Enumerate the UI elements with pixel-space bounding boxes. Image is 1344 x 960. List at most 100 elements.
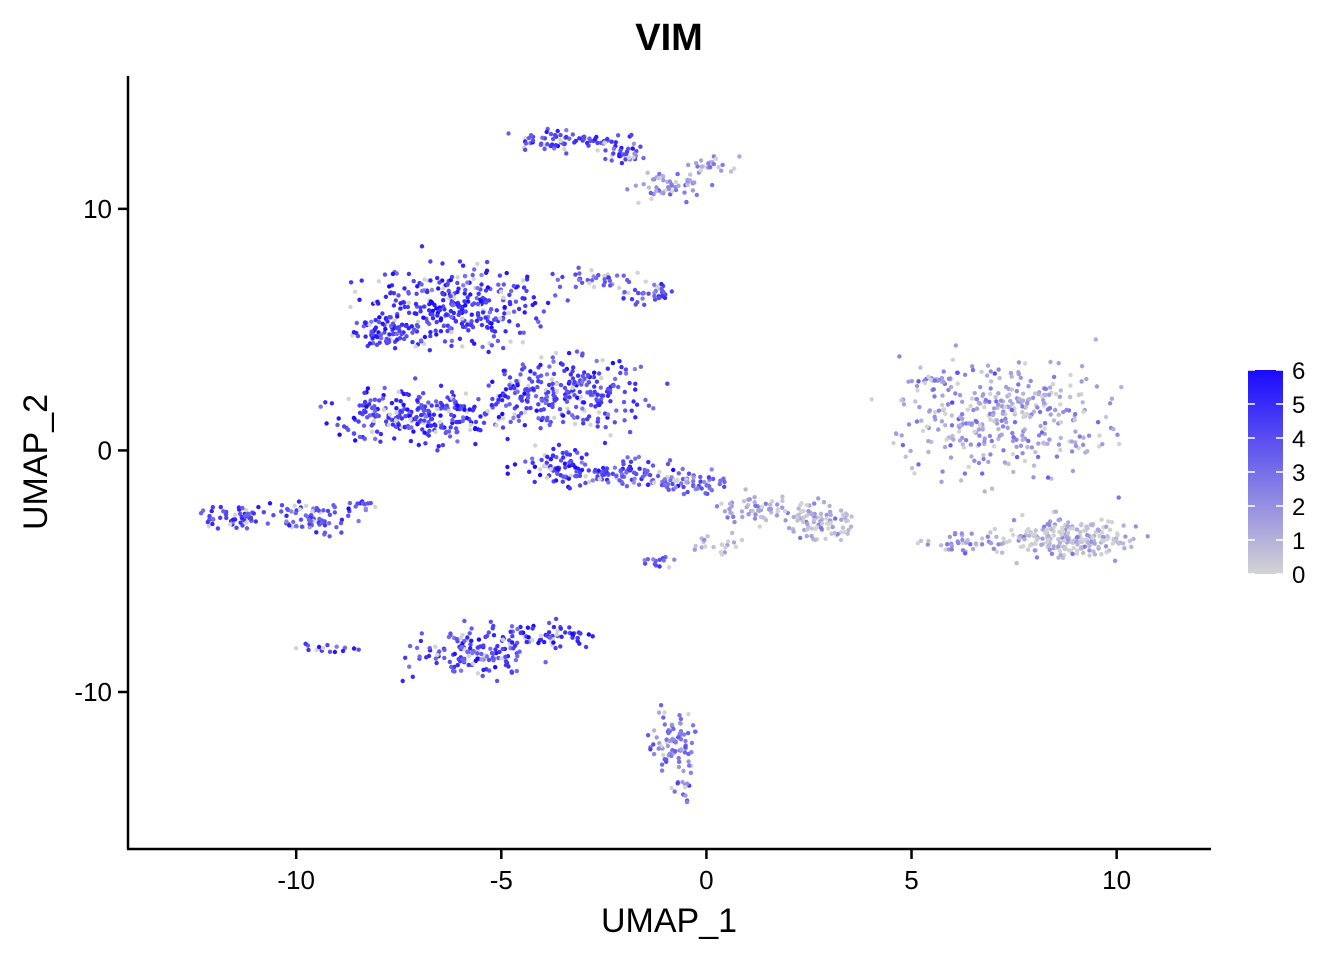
cell-point bbox=[550, 271, 555, 277]
cell-point bbox=[767, 507, 772, 512]
cell-point bbox=[503, 393, 508, 399]
cell-point bbox=[652, 293, 657, 299]
cell-point bbox=[1057, 540, 1063, 545]
cell-point bbox=[563, 630, 568, 635]
cell-point bbox=[678, 481, 684, 486]
cell-point bbox=[608, 399, 613, 404]
cell-point bbox=[586, 632, 591, 637]
cell-point bbox=[327, 512, 333, 517]
cell-point bbox=[508, 629, 513, 634]
x-tick-label: 10 bbox=[1102, 865, 1131, 895]
cell-point bbox=[585, 390, 590, 395]
cell-point bbox=[641, 182, 646, 187]
cell-point bbox=[906, 422, 912, 427]
cell-point bbox=[398, 301, 403, 306]
cell-point bbox=[608, 283, 613, 288]
cell-point bbox=[548, 456, 554, 462]
cell-point bbox=[993, 395, 998, 400]
cell-point bbox=[460, 263, 466, 268]
cell-point bbox=[362, 320, 368, 325]
cell-point bbox=[427, 646, 432, 651]
cell-point bbox=[369, 423, 374, 428]
cell-point bbox=[422, 277, 427, 282]
cell-point bbox=[554, 632, 560, 637]
cell-point bbox=[891, 440, 896, 446]
cell-point bbox=[688, 770, 694, 775]
cell-point bbox=[769, 499, 775, 504]
cell-point bbox=[521, 278, 526, 283]
cell-point bbox=[284, 513, 289, 518]
cell-point bbox=[678, 716, 684, 722]
cell-point bbox=[949, 413, 954, 418]
cell-point bbox=[621, 273, 626, 278]
cell-point bbox=[382, 385, 387, 391]
cell-point bbox=[517, 330, 523, 335]
cell-point bbox=[667, 458, 673, 463]
cell-point bbox=[739, 509, 745, 514]
cell-point bbox=[1032, 532, 1038, 537]
cell-point bbox=[577, 389, 582, 395]
cell-point bbox=[289, 509, 294, 514]
cell-point bbox=[750, 508, 755, 514]
cell-point bbox=[506, 131, 511, 136]
cell-point bbox=[351, 431, 357, 436]
cell-point bbox=[387, 332, 392, 337]
cell-point bbox=[236, 505, 242, 510]
cell-point bbox=[357, 403, 362, 408]
cell-point bbox=[560, 362, 565, 367]
cell-point bbox=[1011, 435, 1016, 440]
cell-point bbox=[595, 416, 601, 421]
cell-point bbox=[657, 171, 662, 177]
cell-point bbox=[665, 461, 671, 467]
cell-point bbox=[626, 290, 631, 296]
cell-point bbox=[494, 678, 500, 684]
cell-point bbox=[382, 272, 388, 277]
cell-point bbox=[1007, 392, 1012, 397]
cell-point bbox=[1043, 529, 1048, 534]
cell-point bbox=[563, 394, 569, 400]
cell-point bbox=[949, 547, 954, 552]
cell-point bbox=[550, 355, 555, 360]
cell-point bbox=[848, 524, 854, 529]
cell-point bbox=[651, 751, 657, 757]
cell-point bbox=[614, 273, 620, 278]
cell-point bbox=[505, 471, 510, 476]
cell-point bbox=[1010, 430, 1015, 436]
cell-point bbox=[353, 504, 358, 509]
cell-point bbox=[303, 641, 308, 646]
cell-point bbox=[996, 367, 1001, 372]
cell-point bbox=[547, 422, 552, 428]
cell-point bbox=[469, 319, 474, 324]
cell-point bbox=[659, 768, 665, 773]
cell-point bbox=[437, 280, 442, 285]
cell-point bbox=[320, 646, 326, 651]
cell-point bbox=[943, 423, 948, 428]
cell-point bbox=[634, 402, 640, 407]
cell-point bbox=[1084, 376, 1089, 382]
cell-point bbox=[728, 510, 733, 515]
cell-point bbox=[1027, 396, 1032, 402]
cell-point bbox=[676, 183, 681, 188]
cell-point bbox=[1033, 528, 1038, 533]
cell-point bbox=[1020, 437, 1025, 443]
cell-point bbox=[398, 306, 403, 311]
cell-point bbox=[361, 324, 366, 329]
cell-point bbox=[629, 132, 634, 138]
cell-point bbox=[918, 538, 924, 544]
cell-point bbox=[508, 301, 513, 307]
cell-point bbox=[1131, 536, 1136, 542]
cell-point bbox=[481, 643, 486, 648]
cell-point bbox=[251, 511, 256, 516]
cell-point bbox=[455, 403, 460, 408]
cell-point bbox=[527, 469, 532, 474]
cell-point bbox=[941, 379, 946, 384]
cell-point bbox=[1039, 430, 1045, 435]
cell-point bbox=[1092, 552, 1098, 557]
cell-point bbox=[461, 283, 466, 288]
cell-point bbox=[210, 505, 215, 510]
cell-point bbox=[521, 285, 527, 290]
cell-point bbox=[510, 634, 515, 639]
cell-point bbox=[1031, 409, 1037, 414]
cell-point bbox=[392, 346, 398, 351]
cell-point bbox=[292, 503, 297, 508]
